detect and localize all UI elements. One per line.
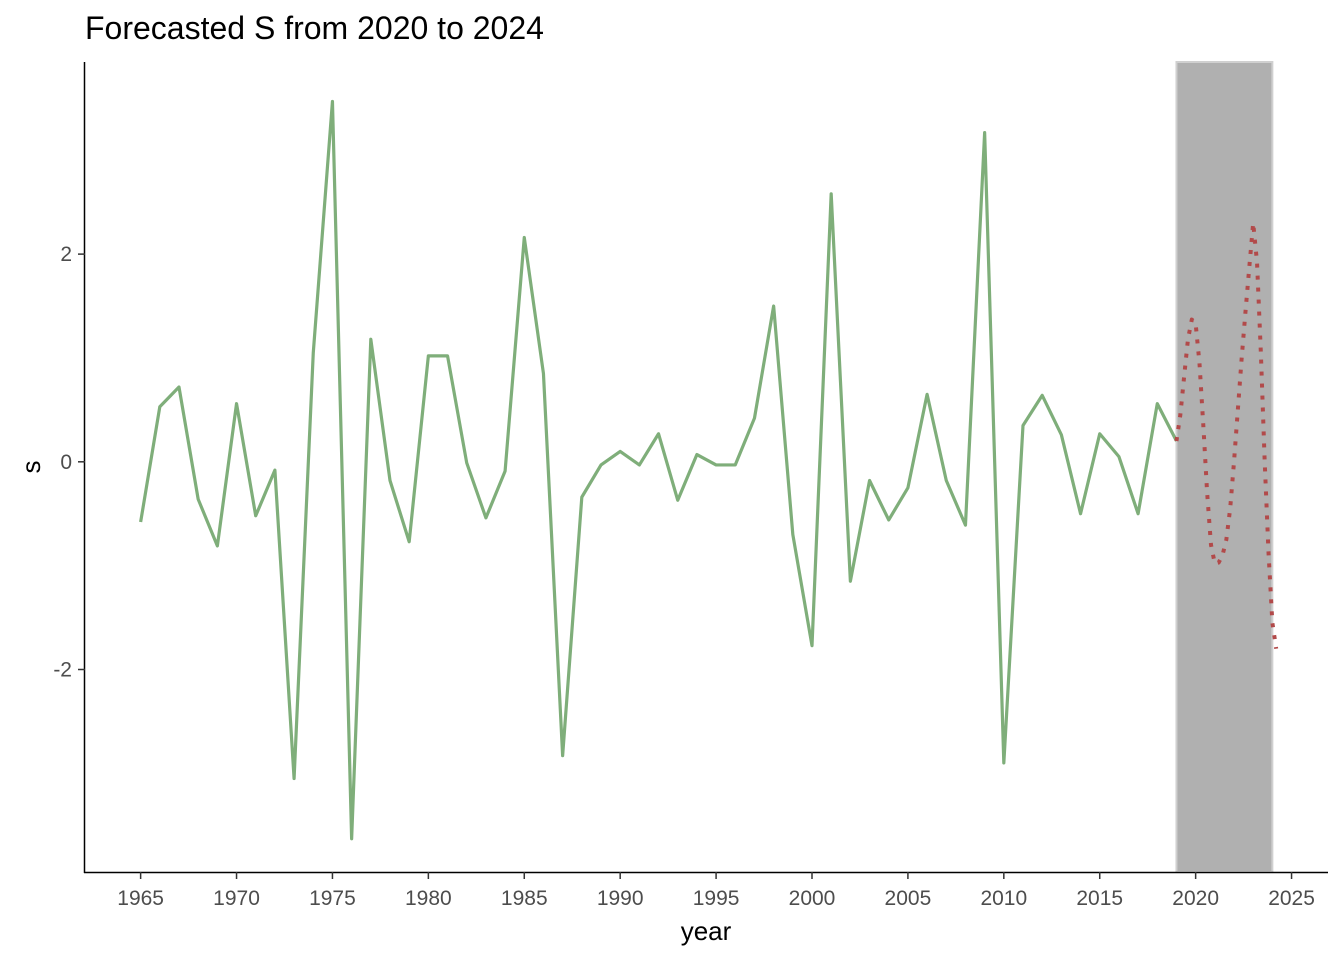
x-tick-label: 2000 [789,887,836,910]
x-tick-label: 2005 [885,887,932,910]
y-tick-label: -2 [53,659,72,682]
observed-series-line [139,99,1178,841]
x-tick-label: 2010 [980,887,1027,910]
x-tick-label: 2020 [1172,887,1219,910]
x-ticks: 1965 1970 1975 1980 1985 1990 1995 2000 2005 2010… [117,872,1315,910]
x-tick-label: 1970 [213,887,260,910]
chart-title: Forecasted S from 2020 to 2024 [85,10,544,46]
x-tick-label: 2015 [1076,887,1123,910]
forecast-shade [1175,61,1274,873]
y-axis-title: s [16,461,46,474]
forecast-shade-layer [1175,61,1274,873]
y-ticks: -2 0 2 [53,243,85,682]
y-tick-label: 2 [60,243,72,266]
x-tick-label: 1995 [693,887,740,910]
forecast-series-line [1174,220,1279,650]
x-tick-label: 2025 [1268,887,1315,910]
axes-layer [83,62,1328,874]
x-tick-label: 1985 [501,887,548,910]
series-layer [139,99,1279,841]
x-tick-label: 1965 [117,887,164,910]
x-tick-label: 1980 [405,887,452,910]
y-tick-label: 0 [60,451,72,474]
x-axis-title: year [681,916,732,946]
x-tick-label: 1975 [309,887,356,910]
x-tick-label: 1990 [597,887,644,910]
